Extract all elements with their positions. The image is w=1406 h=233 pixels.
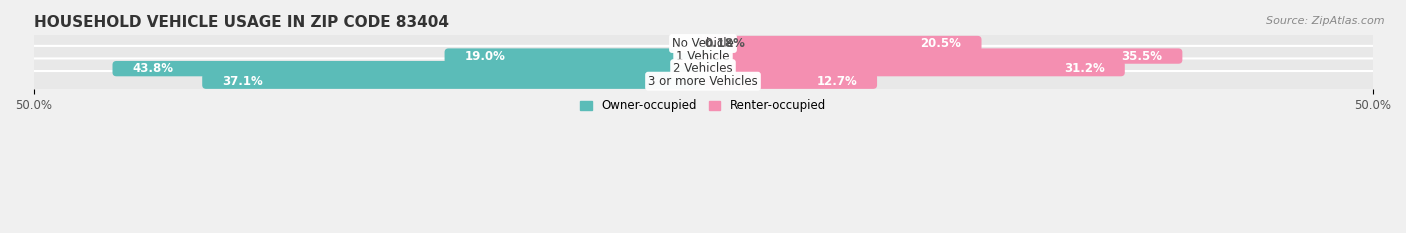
FancyBboxPatch shape xyxy=(28,33,709,54)
Legend: Owner-occupied, Renter-occupied: Owner-occupied, Renter-occupied xyxy=(575,95,831,117)
Text: 35.5%: 35.5% xyxy=(1121,50,1163,63)
Text: HOUSEHOLD VEHICLE USAGE IN ZIP CODE 83404: HOUSEHOLD VEHICLE USAGE IN ZIP CODE 8340… xyxy=(34,15,449,30)
FancyBboxPatch shape xyxy=(699,36,981,51)
FancyBboxPatch shape xyxy=(28,58,709,79)
FancyBboxPatch shape xyxy=(28,71,709,91)
Text: 31.2%: 31.2% xyxy=(1064,62,1105,75)
Text: Source: ZipAtlas.com: Source: ZipAtlas.com xyxy=(1267,16,1385,26)
FancyBboxPatch shape xyxy=(202,74,707,89)
Text: 2 Vehicles: 2 Vehicles xyxy=(673,62,733,75)
FancyBboxPatch shape xyxy=(699,61,1125,76)
Text: 1 Vehicle: 1 Vehicle xyxy=(676,50,730,63)
FancyBboxPatch shape xyxy=(697,33,1378,54)
Text: 3 or more Vehicles: 3 or more Vehicles xyxy=(648,75,758,88)
FancyBboxPatch shape xyxy=(444,48,707,64)
FancyBboxPatch shape xyxy=(699,48,1182,64)
FancyBboxPatch shape xyxy=(28,46,709,66)
Text: 0.18%: 0.18% xyxy=(704,37,745,50)
Text: 12.7%: 12.7% xyxy=(817,75,858,88)
FancyBboxPatch shape xyxy=(696,36,707,51)
Text: 37.1%: 37.1% xyxy=(222,75,263,88)
FancyBboxPatch shape xyxy=(699,74,877,89)
Text: 43.8%: 43.8% xyxy=(132,62,173,75)
FancyBboxPatch shape xyxy=(697,46,1378,66)
FancyBboxPatch shape xyxy=(112,61,707,76)
Text: No Vehicle: No Vehicle xyxy=(672,37,734,50)
FancyBboxPatch shape xyxy=(697,58,1378,79)
Text: 20.5%: 20.5% xyxy=(921,37,962,50)
FancyBboxPatch shape xyxy=(697,71,1378,91)
Text: 19.0%: 19.0% xyxy=(464,50,506,63)
